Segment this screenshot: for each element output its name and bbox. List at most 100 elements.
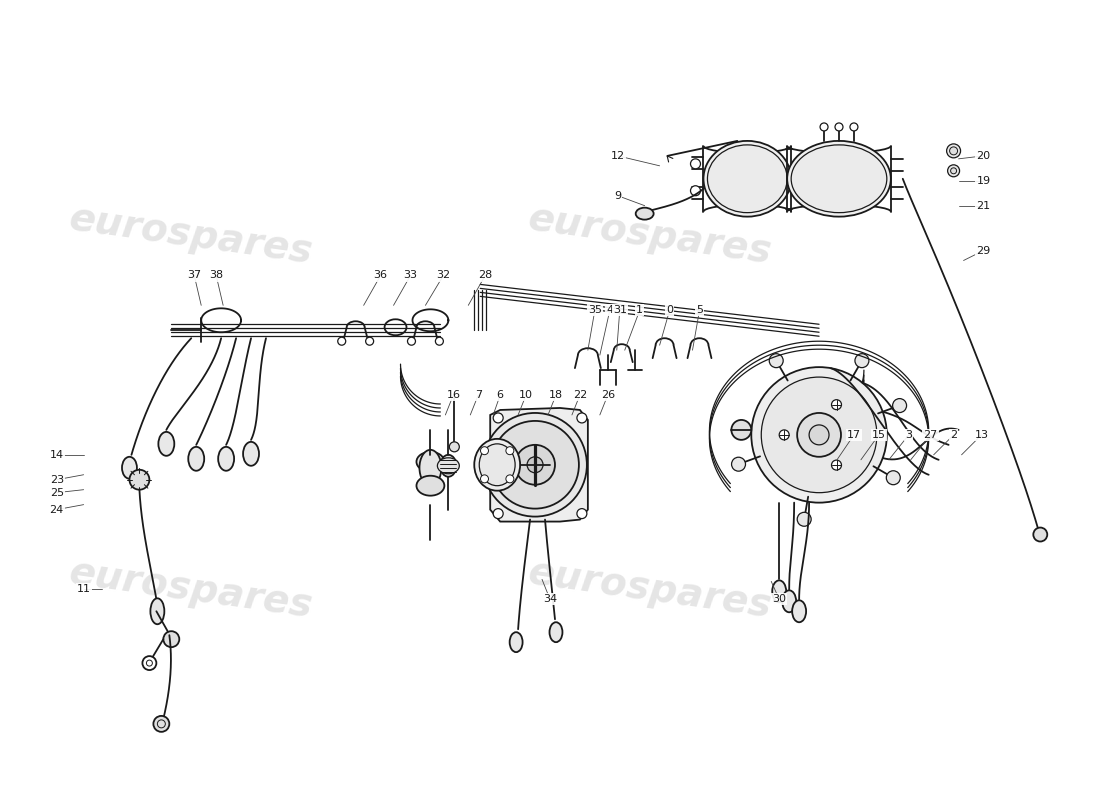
Circle shape bbox=[887, 470, 900, 485]
Text: 2: 2 bbox=[950, 430, 957, 440]
Text: 27: 27 bbox=[924, 430, 938, 440]
Ellipse shape bbox=[636, 208, 653, 220]
Text: 22: 22 bbox=[573, 390, 587, 400]
Circle shape bbox=[855, 354, 869, 368]
Text: 24: 24 bbox=[50, 505, 64, 514]
Text: 3: 3 bbox=[905, 430, 912, 440]
Text: 6: 6 bbox=[497, 390, 504, 400]
Text: 9: 9 bbox=[614, 190, 622, 201]
Circle shape bbox=[947, 144, 960, 158]
Circle shape bbox=[691, 186, 701, 196]
Text: 13: 13 bbox=[975, 430, 989, 440]
Text: 10: 10 bbox=[519, 390, 534, 400]
Circle shape bbox=[751, 367, 887, 502]
Ellipse shape bbox=[707, 145, 788, 213]
Text: 30: 30 bbox=[772, 594, 786, 604]
Ellipse shape bbox=[243, 442, 258, 466]
Text: eurospares: eurospares bbox=[526, 200, 774, 271]
Text: 19: 19 bbox=[977, 176, 991, 186]
Circle shape bbox=[481, 446, 488, 454]
Ellipse shape bbox=[188, 447, 205, 470]
Circle shape bbox=[492, 421, 579, 509]
Text: 25: 25 bbox=[50, 488, 64, 498]
Text: 5: 5 bbox=[696, 306, 703, 315]
Ellipse shape bbox=[480, 444, 515, 486]
Circle shape bbox=[798, 512, 811, 526]
Circle shape bbox=[769, 354, 783, 368]
Ellipse shape bbox=[417, 452, 444, 472]
Circle shape bbox=[483, 413, 587, 517]
Ellipse shape bbox=[791, 145, 887, 213]
Circle shape bbox=[691, 159, 701, 169]
Ellipse shape bbox=[440, 455, 456, 477]
Text: 29: 29 bbox=[977, 246, 991, 255]
Circle shape bbox=[527, 457, 543, 473]
Text: 11: 11 bbox=[77, 584, 90, 594]
Ellipse shape bbox=[419, 450, 441, 486]
Text: 0: 0 bbox=[667, 306, 673, 315]
Circle shape bbox=[732, 420, 751, 440]
Text: eurospares: eurospares bbox=[67, 200, 316, 271]
Circle shape bbox=[506, 475, 514, 483]
Circle shape bbox=[407, 338, 416, 345]
Circle shape bbox=[892, 398, 906, 413]
Text: 26: 26 bbox=[601, 390, 615, 400]
Text: 28: 28 bbox=[478, 270, 493, 281]
Circle shape bbox=[835, 123, 843, 131]
Text: 18: 18 bbox=[549, 390, 563, 400]
Ellipse shape bbox=[782, 590, 796, 612]
Ellipse shape bbox=[772, 580, 786, 602]
Circle shape bbox=[493, 509, 503, 518]
Circle shape bbox=[949, 147, 958, 155]
Ellipse shape bbox=[122, 457, 136, 478]
Circle shape bbox=[130, 470, 150, 490]
Ellipse shape bbox=[792, 600, 806, 622]
Circle shape bbox=[732, 458, 746, 471]
Text: 20: 20 bbox=[977, 151, 991, 161]
Text: 14: 14 bbox=[50, 450, 64, 460]
Circle shape bbox=[761, 377, 877, 493]
Circle shape bbox=[153, 716, 169, 732]
Circle shape bbox=[821, 123, 828, 131]
Circle shape bbox=[163, 631, 179, 647]
Text: 36: 36 bbox=[374, 270, 387, 281]
Text: eurospares: eurospares bbox=[67, 554, 316, 626]
Circle shape bbox=[576, 413, 587, 423]
Circle shape bbox=[481, 475, 488, 483]
Text: 17: 17 bbox=[847, 430, 861, 440]
Text: 33: 33 bbox=[404, 270, 418, 281]
Ellipse shape bbox=[474, 439, 520, 490]
Text: 31: 31 bbox=[613, 306, 627, 315]
Ellipse shape bbox=[509, 632, 522, 652]
Ellipse shape bbox=[438, 458, 460, 474]
Circle shape bbox=[832, 460, 842, 470]
Circle shape bbox=[515, 445, 556, 485]
Circle shape bbox=[1033, 527, 1047, 542]
Circle shape bbox=[798, 413, 842, 457]
Text: 38: 38 bbox=[209, 270, 223, 281]
Text: 12: 12 bbox=[610, 151, 625, 161]
Text: 21: 21 bbox=[977, 201, 991, 210]
Circle shape bbox=[506, 446, 514, 454]
Text: 34: 34 bbox=[543, 594, 557, 604]
Ellipse shape bbox=[550, 622, 562, 642]
Ellipse shape bbox=[788, 141, 891, 217]
Text: 4: 4 bbox=[606, 306, 614, 315]
Circle shape bbox=[810, 425, 829, 445]
Circle shape bbox=[779, 430, 789, 440]
Text: 23: 23 bbox=[50, 474, 64, 485]
Ellipse shape bbox=[158, 432, 174, 456]
Circle shape bbox=[338, 338, 345, 345]
Circle shape bbox=[850, 123, 858, 131]
Text: 7: 7 bbox=[475, 390, 482, 400]
Text: 32: 32 bbox=[437, 270, 450, 281]
Circle shape bbox=[450, 442, 460, 452]
Circle shape bbox=[832, 400, 842, 410]
Circle shape bbox=[576, 509, 587, 518]
Circle shape bbox=[947, 165, 959, 177]
Ellipse shape bbox=[151, 598, 164, 624]
Text: 16: 16 bbox=[447, 390, 460, 400]
Text: 37: 37 bbox=[187, 270, 201, 281]
Polygon shape bbox=[491, 408, 587, 522]
Circle shape bbox=[950, 168, 957, 174]
